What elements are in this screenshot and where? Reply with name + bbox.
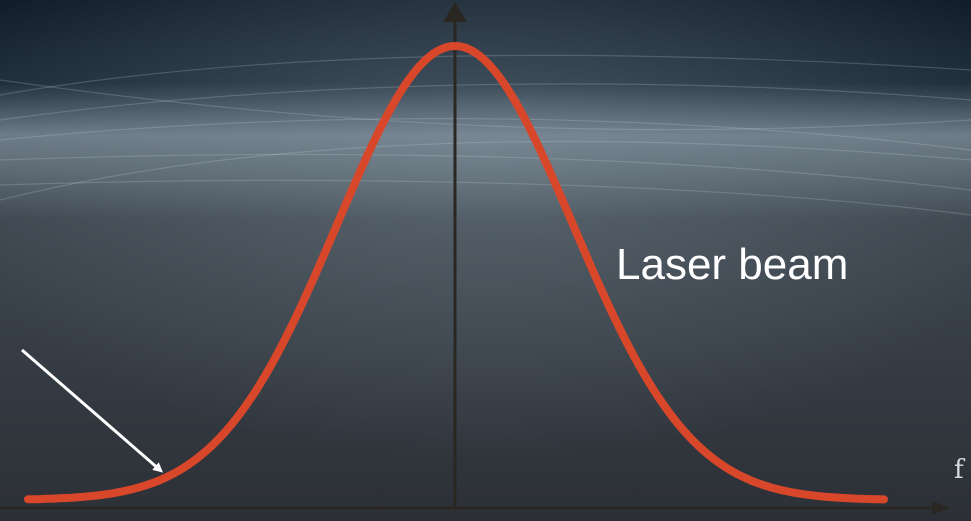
y-axis-arrowhead bbox=[443, 2, 467, 22]
pointer-arrow bbox=[21, 348, 164, 473]
laser-beam-label: Laser beam bbox=[616, 240, 849, 289]
x-axis-arrowhead bbox=[932, 501, 950, 515]
gaussian-curve bbox=[24, 42, 888, 504]
background-swooshes bbox=[0, 54, 971, 216]
x-axis-letter: f bbox=[954, 455, 964, 485]
